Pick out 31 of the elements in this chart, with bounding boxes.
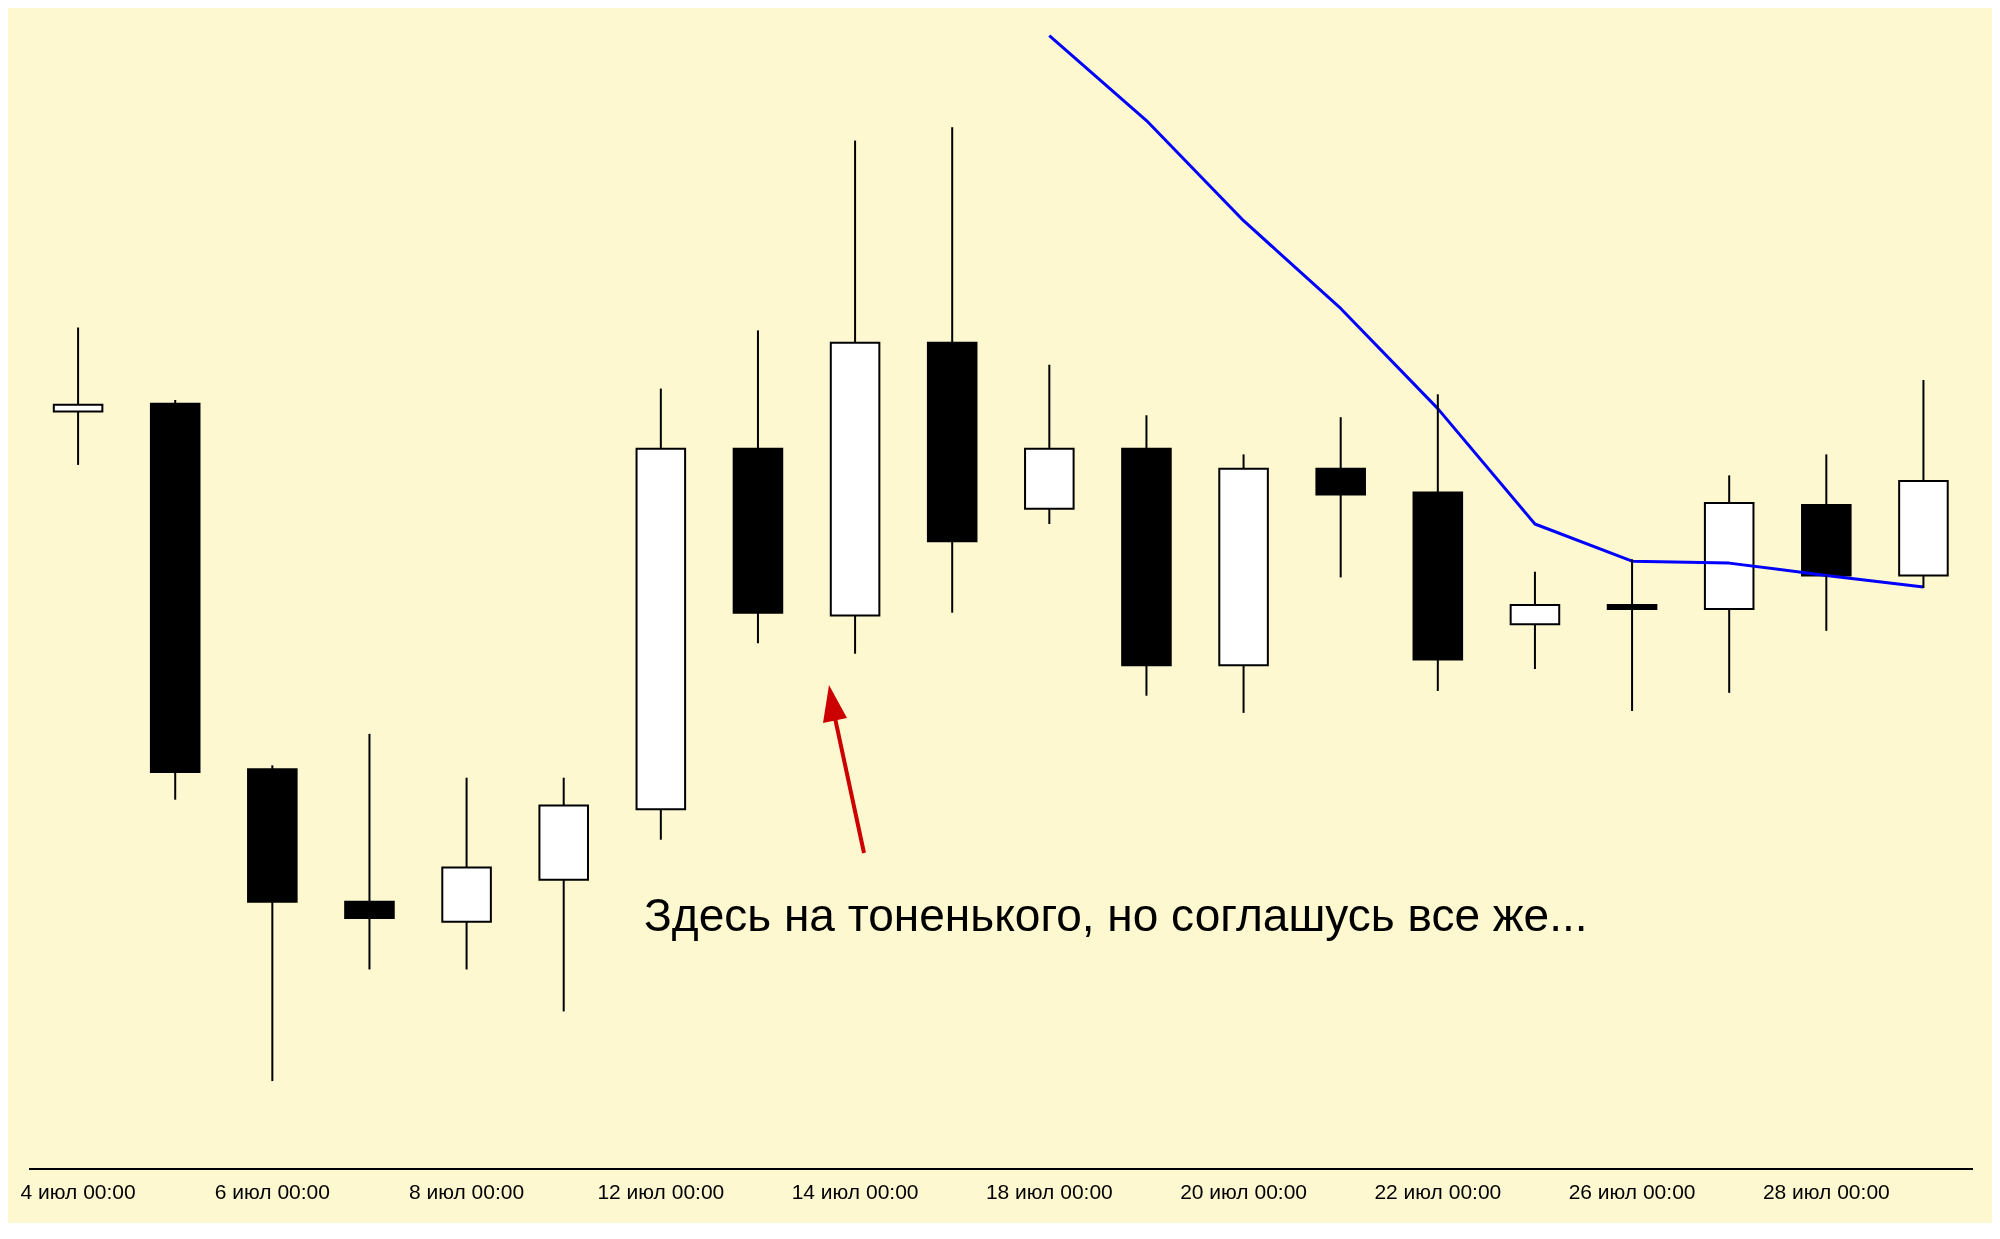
x-tick-label: 8 июл 00:00 [409,1180,525,1204]
x-tick-label: 6 июл 00:00 [214,1180,330,1204]
x-tick-label: 12 июл 00:00 [597,1180,725,1204]
candlestick [1509,570,1561,670]
x-tick-label: 28 июл 00:00 [1762,1180,1890,1204]
candlestick [1412,393,1464,692]
candlestick [635,387,687,841]
candlestick [247,764,298,1083]
candlestick [1606,558,1658,712]
candlestick [1703,474,1755,694]
candlestick [926,126,978,614]
candlestick [52,326,104,466]
candlestick [441,776,492,971]
candlestick [829,139,881,655]
candlestick [344,732,395,971]
x-tick-label: 22 июл 00:00 [1374,1180,1502,1204]
candlestick [538,776,589,1013]
annotation: Здесь на тоненького, но соглашусь все же... [644,889,1588,941]
candlestick [1315,416,1366,579]
candlestick [1801,453,1852,632]
candlestick [1121,414,1172,697]
candlestick [1898,378,1949,589]
candlestick [732,329,784,645]
candlestick [1024,363,1075,526]
x-tick-label: 4 июл 00:00 [20,1180,136,1204]
x-tick-label: 20 июл 00:00 [1180,1180,1307,1204]
candlestick [149,399,201,801]
x-tick-label: 18 июл 00:00 [985,1180,1113,1204]
x-tick-label: 14 июл 00:00 [791,1180,919,1204]
candlestick [1218,453,1269,714]
x-tick-label: 26 июл 00:00 [1568,1180,1696,1204]
